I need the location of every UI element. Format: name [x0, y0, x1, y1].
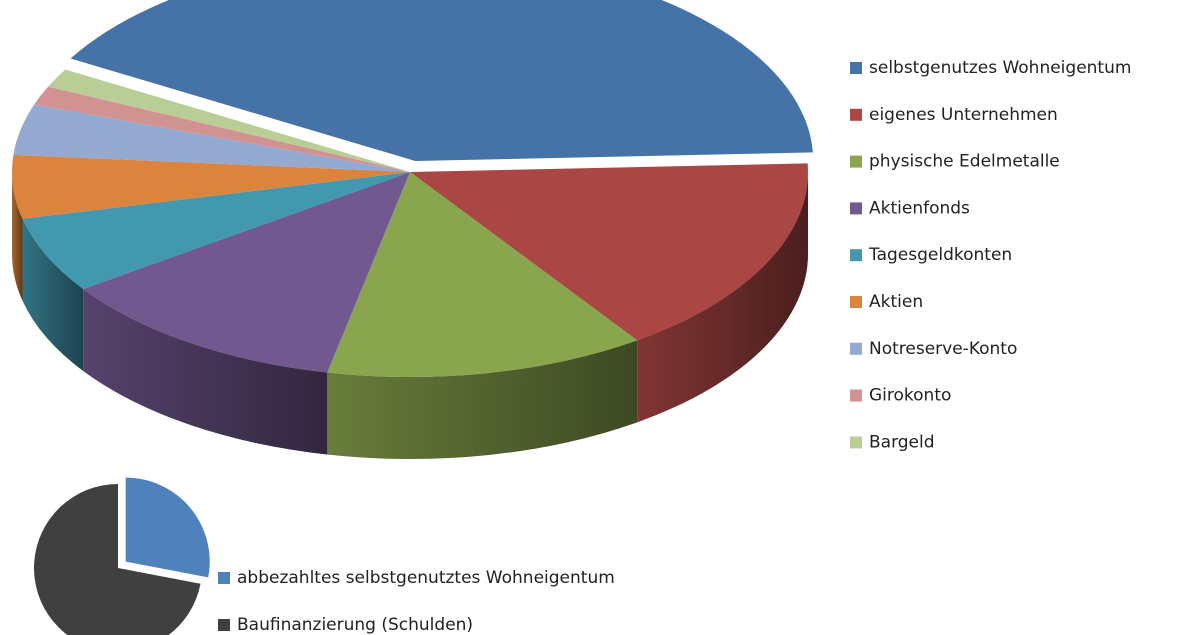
slice	[125, 477, 210, 578]
small-pie	[34, 477, 210, 635]
legend-label: abbezahltes selbstgenutztes Wohneigentum	[237, 568, 615, 588]
legend-swatch	[850, 296, 862, 308]
slice	[83, 172, 410, 373]
legend-label: Bargeld	[869, 432, 935, 452]
legend-label: Girokonto	[869, 386, 951, 406]
legend-swatch	[218, 619, 230, 631]
pie-sides	[12, 172, 808, 460]
legend-swatch	[850, 202, 862, 215]
slice	[34, 484, 201, 635]
legend-label: Aktien	[869, 292, 923, 312]
slice	[13, 104, 410, 172]
slice	[410, 163, 808, 341]
slice-side-shade	[22, 218, 84, 371]
legend-label: Tagesgeldkonten	[868, 245, 1012, 265]
slice-side-shade	[327, 340, 638, 460]
slice	[327, 172, 638, 377]
slice	[34, 86, 410, 172]
legend-swatch	[850, 342, 862, 355]
slice-side-shade	[12, 172, 23, 301]
legend-label: Aktienfonds	[869, 198, 970, 218]
legend-swatch	[850, 108, 862, 121]
slice	[70, 0, 813, 161]
pie-tops	[11, 0, 813, 377]
legend-label: Notreserve-Konto	[869, 339, 1017, 359]
slice	[11, 154, 411, 219]
legend-swatch	[850, 155, 862, 168]
legend-label: selbstgenutzes Wohneigentum	[869, 58, 1131, 78]
legend: selbstgenutzes Wohneigentum eigenes Unter…	[218, 58, 1131, 635]
slice	[48, 69, 411, 172]
legend-swatch	[850, 389, 862, 402]
slice-side-shade	[83, 288, 328, 455]
legend-label: physische Edelmetalle	[869, 152, 1060, 172]
slice	[22, 172, 411, 289]
legend-swatch	[850, 436, 862, 449]
legend-label: eigenes Unternehmen	[869, 105, 1058, 125]
legend-swatch	[850, 62, 862, 74]
legend-swatch	[218, 572, 230, 584]
slice-side-shade	[637, 172, 808, 423]
legend-swatch	[850, 249, 862, 262]
legend-label: Baufinanzierung (Schulden)	[237, 615, 473, 635]
